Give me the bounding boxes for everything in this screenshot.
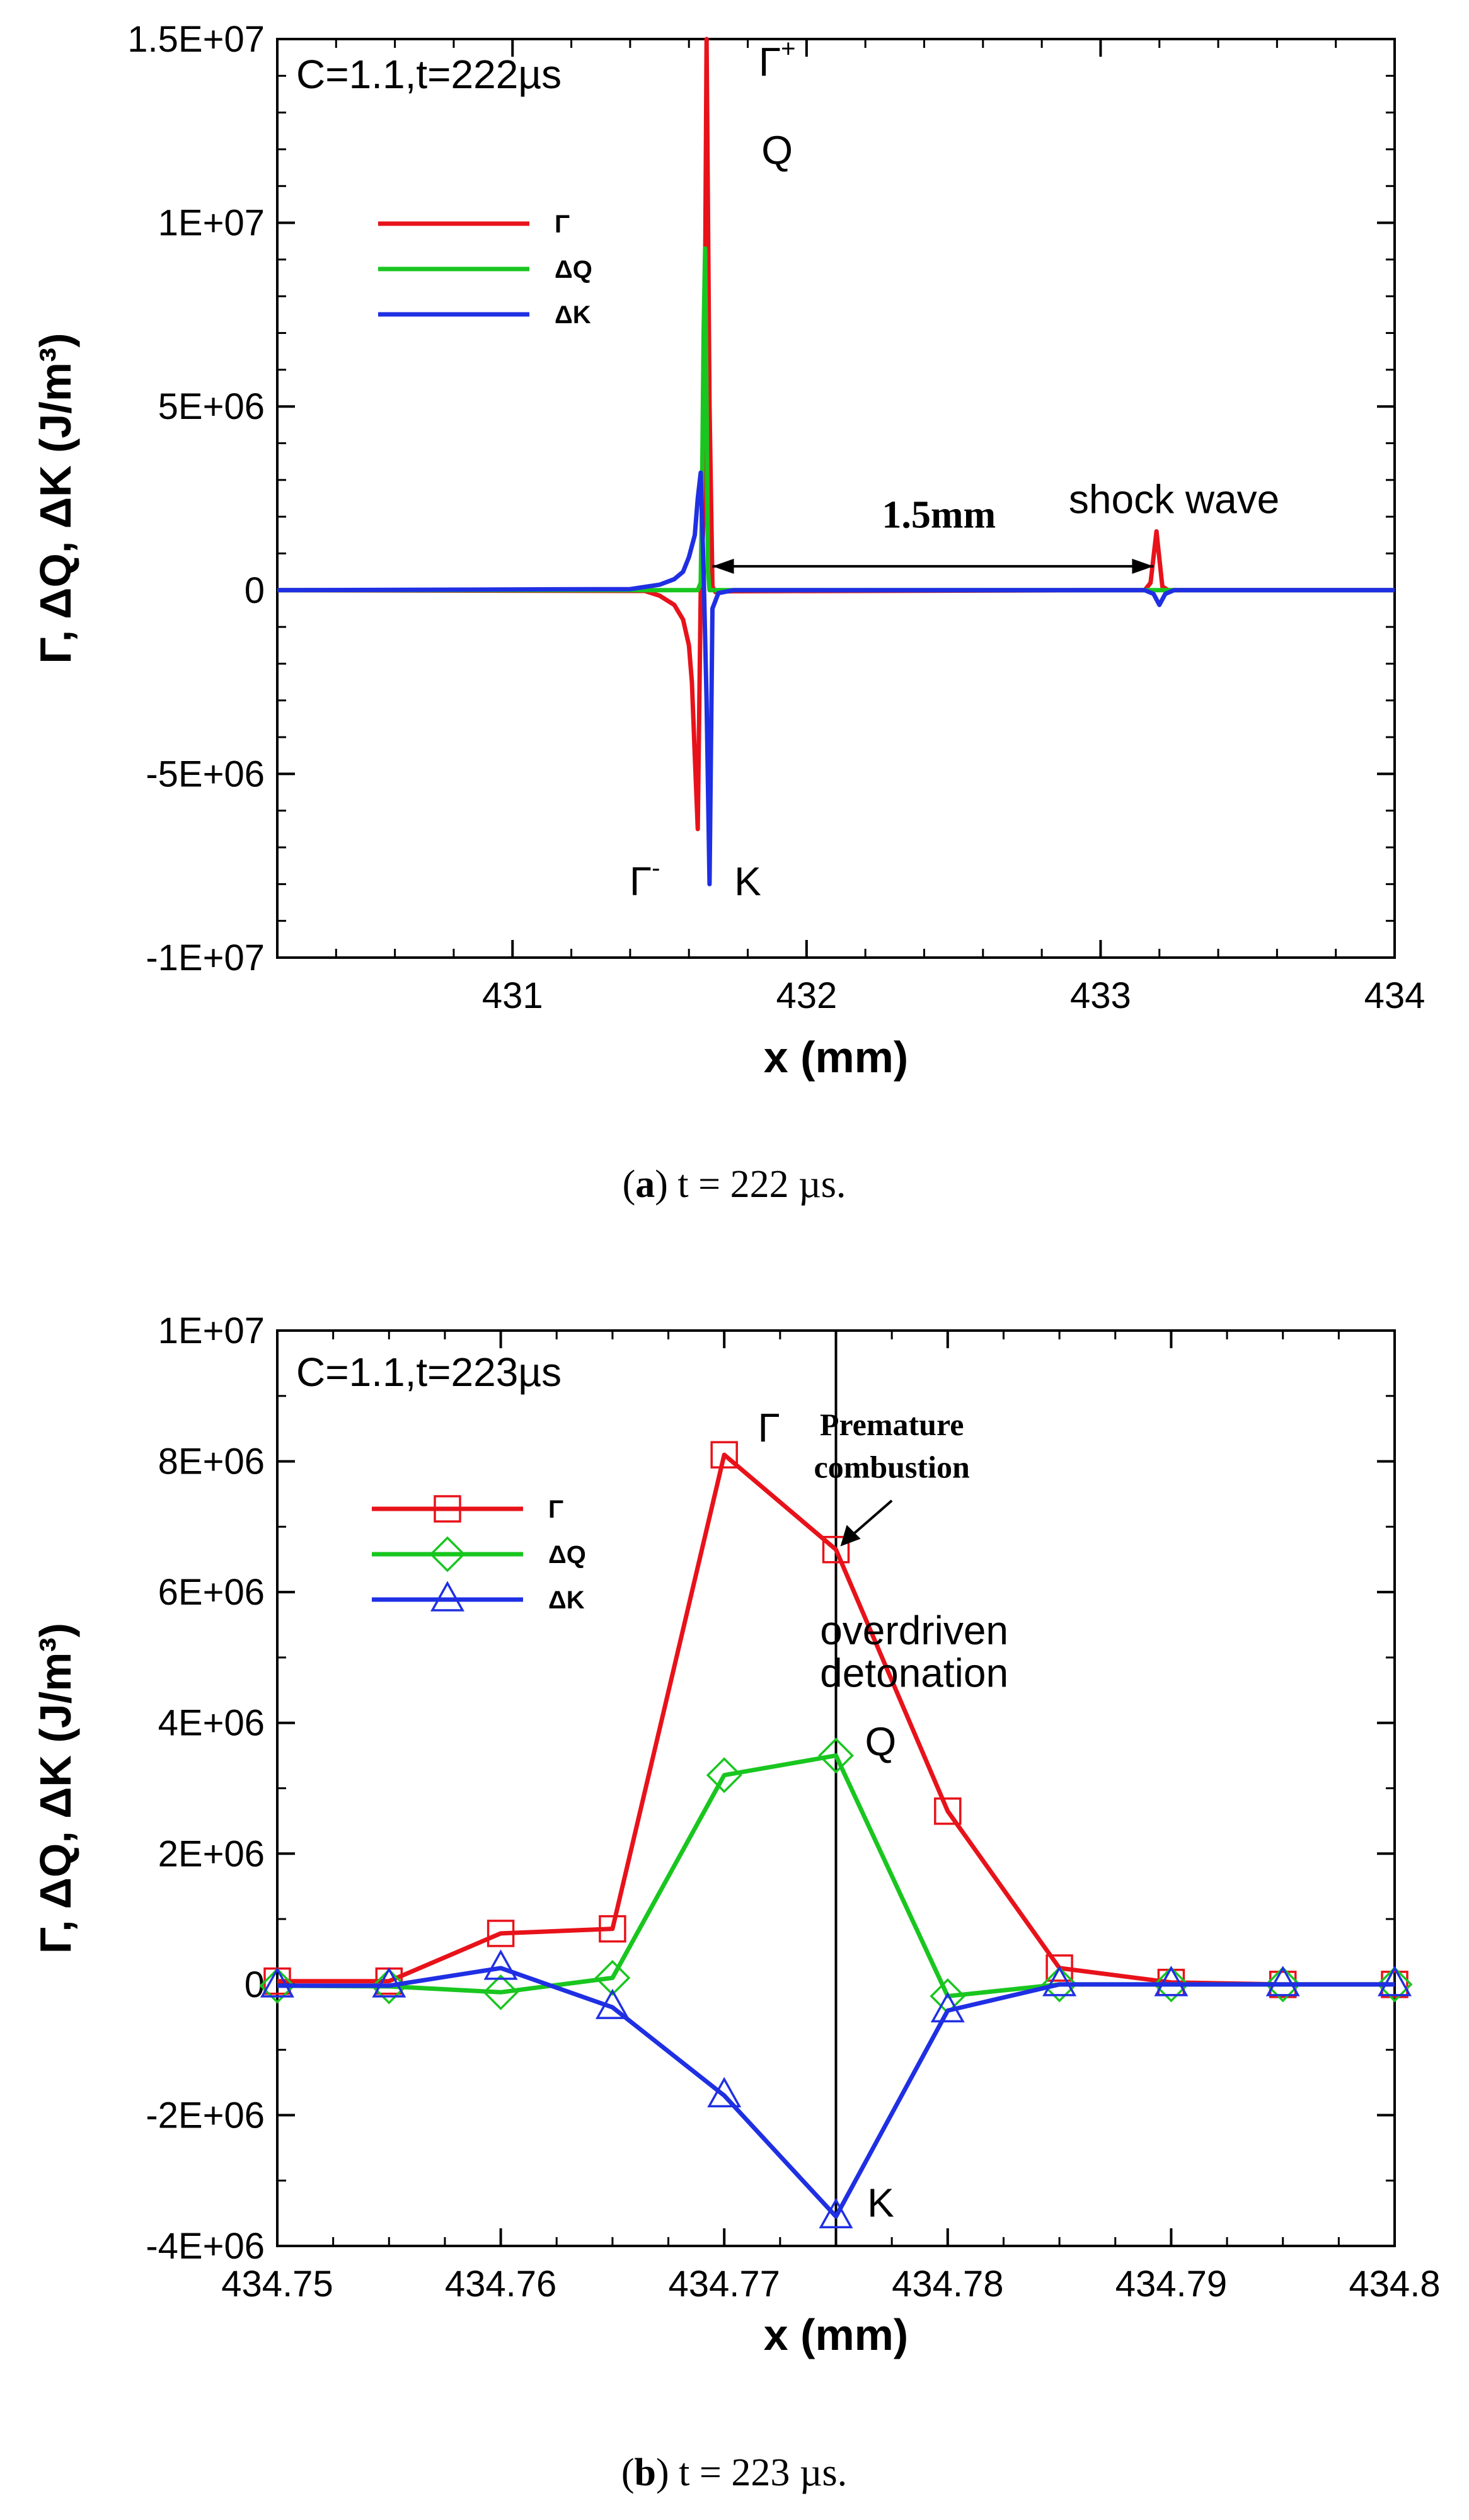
annotation-3: K [734, 859, 761, 904]
data-point-0 [934, 1797, 962, 1825]
annotation-1: Q [761, 127, 793, 173]
y-tick-label: 1.5E+07 [127, 19, 265, 60]
y-axis-title: Γ, ΔQ, ΔK (J/m³) [31, 333, 80, 663]
x-tick-label: 433 [1070, 975, 1131, 1016]
legend-label-0: Γ [548, 1496, 563, 1523]
caption-a-text: t = 222 µs. [677, 1163, 846, 1206]
x-tick-label: 434.75 [221, 2264, 333, 2305]
data-point-2 [707, 2076, 742, 2108]
data-point-2 [372, 1967, 406, 1998]
annotation-superscript: + [781, 35, 795, 62]
data-point-0 [822, 1535, 850, 1564]
data-point-0 [710, 1441, 738, 1469]
chart-panel-a: 431 432 433 434 -1E+07 -5E+06 0 5E+06 1E+07 1.5E+… [31, 19, 1425, 1082]
annotation-2: combustion [814, 1450, 970, 1485]
x-tick-label: 431 [482, 975, 543, 1016]
caption-b-label: b [634, 2451, 655, 2494]
series-line-2 [277, 470, 1395, 886]
caption-a: (a) t = 222 µs. [623, 1163, 846, 1206]
x-tick-label: 434.78 [892, 2264, 1003, 2305]
annotation-0: Γ+ [759, 35, 796, 84]
data-point-1 [1041, 1966, 1078, 2003]
data-point-1 [1265, 1966, 1301, 2003]
data-point-2 [260, 1967, 294, 1998]
data-point-1 [483, 1974, 519, 2010]
legend-label-1: ΔQ [548, 1541, 586, 1569]
data-point-2 [483, 1949, 518, 1980]
data-point-1 [371, 1968, 407, 2005]
chart-title: C=1.1,t=222µs [296, 52, 562, 97]
data-point-1 [1376, 1966, 1413, 2003]
x-tick-label: 434.76 [445, 2264, 556, 2305]
annotation-4: detonation [820, 1651, 1008, 1696]
x-tick-label: 434.79 [1115, 2264, 1227, 2305]
chart-title: C=1.1,t=223µs [296, 1349, 562, 1395]
legend-marker-2 [430, 1581, 464, 1612]
y-tick-label: 2E+06 [158, 1833, 265, 1874]
y-tick-label: -4E+06 [146, 2226, 265, 2267]
caption-b: (b) t = 223 µs. [621, 2451, 847, 2494]
y-axis-title: Γ, ΔQ, ΔK (J/m³) [31, 1623, 80, 1954]
series-line-0 [277, 37, 1395, 832]
y-tick-label: 0 [245, 570, 265, 611]
x-tick-label: 434 [1364, 975, 1426, 1016]
data-point-2 [1378, 1966, 1412, 1996]
legend-label-2: ΔK [548, 1586, 585, 1614]
data-point-1 [818, 1738, 854, 1774]
annotation-5: Q [865, 1719, 897, 1765]
arrow-head-left [712, 558, 734, 574]
legend-label-0: Γ [555, 210, 570, 238]
data-point-2 [819, 2197, 853, 2229]
annotation-0: Γ [758, 1405, 780, 1450]
legend-marker-0 [434, 1495, 461, 1523]
y-tick-label: -5E+06 [146, 753, 265, 794]
legend-label-1: ΔQ [555, 256, 592, 284]
legend-marker-1 [429, 1536, 466, 1572]
annotation-6: K [867, 2180, 894, 2225]
y-tick-label: 8E+06 [158, 1441, 265, 1482]
data-point-0 [487, 1920, 515, 1947]
plot-frame [276, 38, 1396, 959]
x-axis-title: x (mm) [764, 2310, 908, 2359]
caption-b-text: t = 223 µs. [679, 2451, 847, 2494]
data-point-2 [1042, 1966, 1077, 1996]
y-tick-label: -2E+06 [146, 2095, 265, 2136]
series-line-1 [277, 246, 1395, 593]
annotation-5: shock wave [1069, 476, 1279, 522]
data-point-2 [1154, 1966, 1189, 1996]
y-tick-label: -1E+07 [146, 937, 265, 978]
arrow-head-right [1132, 558, 1154, 574]
x-tick-label: 432 [776, 975, 837, 1016]
data-point-2 [595, 1988, 630, 2019]
data-point-1 [706, 1757, 742, 1794]
x-axis-title: x (mm) [764, 1033, 908, 1082]
x-tick-label: 434.77 [668, 2264, 780, 2305]
y-tick-label: 4E+06 [158, 1703, 265, 1744]
y-tick-label: 6E+06 [158, 1572, 265, 1613]
series-line-2 [277, 1966, 1395, 2219]
data-point-2 [1265, 1966, 1300, 1996]
callout-arrow-head [840, 1525, 861, 1547]
annotation-1: Premature [820, 1407, 964, 1442]
legend-label-2: ΔK [555, 301, 591, 329]
data-point-1 [594, 1960, 631, 1996]
y-tick-label: 1E+07 [158, 203, 265, 244]
y-tick-label: 5E+06 [158, 386, 265, 427]
data-point-1 [259, 1967, 296, 2004]
x-tick-label: 434.8 [1349, 2264, 1440, 2305]
data-point-0 [599, 1915, 626, 1943]
annotation-4: 1.5mm [882, 494, 996, 537]
chart-panel-b: 434.75 434.76 434.77 434.78 434.79 434.8 -4E+0… [31, 1310, 1441, 2359]
annotation-2: Γ- [630, 854, 660, 904]
data-point-0 [1046, 1954, 1073, 1982]
caption-a-label: a [635, 1163, 655, 1206]
annotation-3: overdriven [820, 1608, 1008, 1653]
annotation-superscript: - [652, 854, 660, 882]
callout-arrow-line [847, 1499, 893, 1540]
y-tick-label: 1E+07 [158, 1310, 265, 1351]
data-point-2 [930, 1991, 965, 2023]
data-point-1 [1153, 1966, 1189, 2003]
